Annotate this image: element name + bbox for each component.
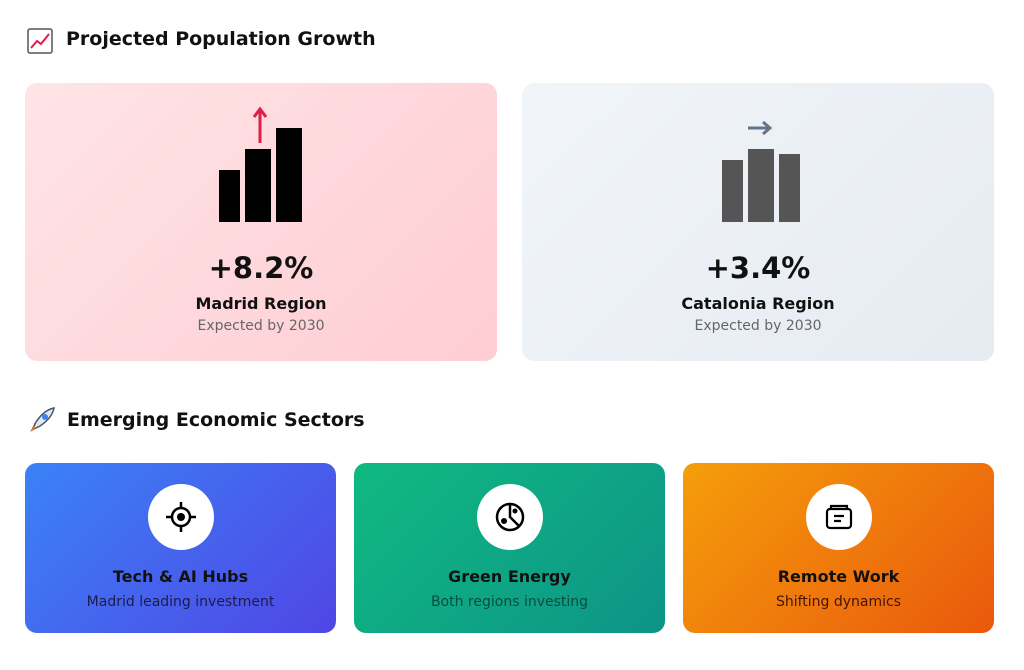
sector-name: Green Energy <box>448 567 571 586</box>
rocket-icon <box>30 407 55 432</box>
rising-bars-icon <box>219 106 302 222</box>
region-note: Expected by 2030 <box>197 318 325 334</box>
sector-note: Madrid leading investment <box>86 594 275 610</box>
growth-card: +8.2% Madrid Region Expected by 2030 <box>25 83 497 361</box>
sector-name: Remote Work <box>777 567 900 586</box>
pie-icon <box>495 502 524 532</box>
target-icon <box>165 502 196 532</box>
sector-card: Tech & AI Hubs Madrid leading investment <box>25 463 336 633</box>
sector-note: Both regions investing <box>430 594 589 610</box>
sector-card: Remote Work Shifting dynamics <box>683 463 994 633</box>
growth-value: +3.4% <box>705 251 811 285</box>
section-title: Emerging Economic Sectors <box>67 409 365 431</box>
icon-circle <box>476 484 543 550</box>
growth-card: +3.4% Catalonia Region Expected by 2030 <box>522 83 994 361</box>
sector-name: Tech & AI Hubs <box>112 567 249 586</box>
region-note: Expected by 2030 <box>694 318 822 334</box>
region-name: Catalonia Region <box>681 294 835 313</box>
growth-value: +8.2% <box>208 251 314 285</box>
chart-icon <box>27 28 53 54</box>
region-name: Madrid Region <box>195 294 327 313</box>
flat-bars-icon <box>722 120 800 222</box>
sector-card: Green Energy Both regions investing <box>354 463 665 633</box>
icon-circle <box>805 484 872 550</box>
section-title: Projected Population Growth <box>66 28 376 50</box>
icon-circle <box>147 484 214 550</box>
briefcase-icon <box>825 504 852 530</box>
sector-note: Shifting dynamics <box>775 594 902 610</box>
